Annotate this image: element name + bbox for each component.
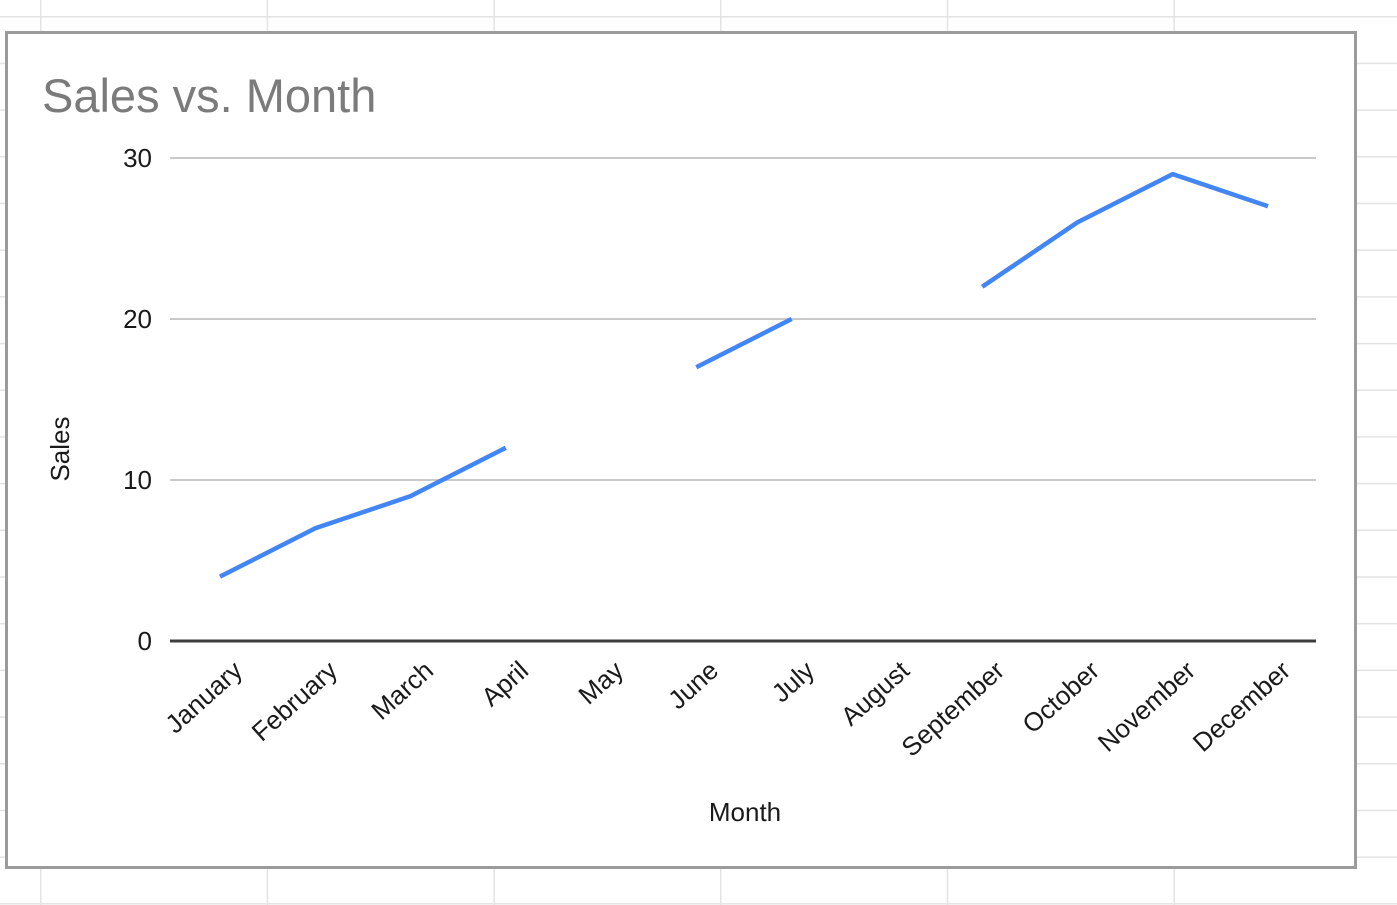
line-chart-plot <box>170 157 1316 643</box>
sales-line-segment <box>695 316 793 370</box>
y-tick-label-30: 30 <box>123 143 152 173</box>
x-axis-title: Month <box>708 797 782 827</box>
chart-title: Sales vs. Month <box>42 69 377 122</box>
chart-card[interactable]: Sales vs. Month Sales Month 0 10 20 30 Janua… <box>5 31 1357 869</box>
sales-line-segment <box>980 171 1269 289</box>
sales-line-segment <box>218 445 507 579</box>
y-tick-label-10: 10 <box>123 465 152 495</box>
y-tick-label-20: 20 <box>123 304 152 334</box>
y-tick-label-0: 0 <box>137 626 152 656</box>
